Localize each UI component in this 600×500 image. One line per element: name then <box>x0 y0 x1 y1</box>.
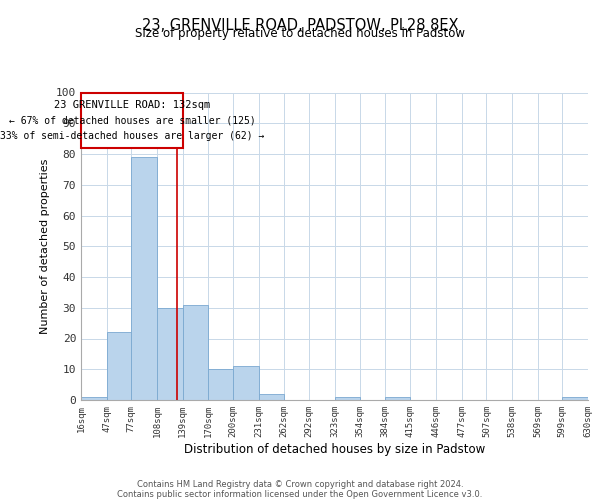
Bar <box>107 332 131 400</box>
Bar <box>259 394 284 400</box>
Y-axis label: Number of detached properties: Number of detached properties <box>40 158 50 334</box>
Text: Contains public sector information licensed under the Open Government Licence v3: Contains public sector information licen… <box>118 490 482 499</box>
Text: ← 67% of detached houses are smaller (125): ← 67% of detached houses are smaller (12… <box>9 116 256 126</box>
X-axis label: Distribution of detached houses by size in Padstow: Distribution of detached houses by size … <box>184 442 485 456</box>
FancyBboxPatch shape <box>81 92 182 148</box>
Bar <box>157 308 182 400</box>
Text: Size of property relative to detached houses in Padstow: Size of property relative to detached ho… <box>135 28 465 40</box>
Bar <box>233 366 259 400</box>
Bar <box>208 369 233 400</box>
Bar <box>131 157 157 400</box>
Text: 33% of semi-detached houses are larger (62) →: 33% of semi-detached houses are larger (… <box>0 131 265 141</box>
Text: 23 GRENVILLE ROAD: 132sqm: 23 GRENVILLE ROAD: 132sqm <box>54 100 211 110</box>
Text: 23, GRENVILLE ROAD, PADSTOW, PL28 8EX: 23, GRENVILLE ROAD, PADSTOW, PL28 8EX <box>142 18 458 32</box>
Bar <box>562 397 588 400</box>
Bar <box>81 397 107 400</box>
Bar <box>335 397 360 400</box>
Text: Contains HM Land Registry data © Crown copyright and database right 2024.: Contains HM Land Registry data © Crown c… <box>137 480 463 489</box>
Bar <box>385 397 410 400</box>
Bar <box>182 304 208 400</box>
